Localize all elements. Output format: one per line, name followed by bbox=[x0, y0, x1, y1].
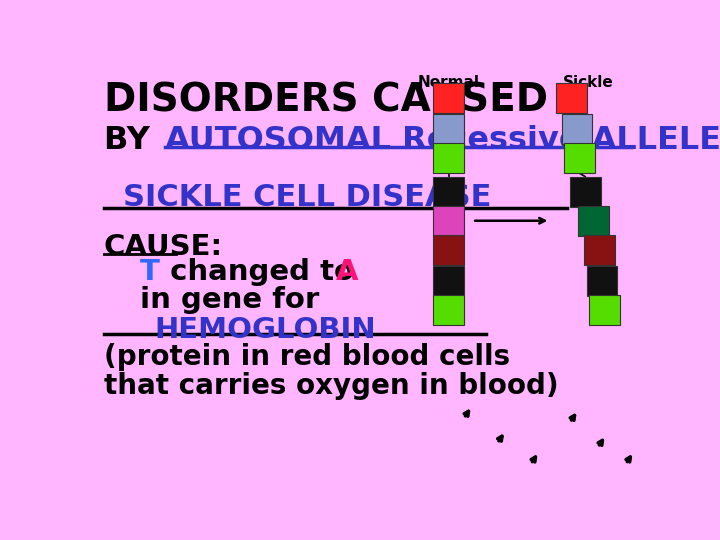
Bar bbox=[433, 235, 464, 265]
Text: SICKLE CELL DISEASE: SICKLE CELL DISEASE bbox=[124, 183, 492, 212]
Text: BY: BY bbox=[104, 125, 172, 156]
Text: AUTOSOMAL Recessive ALLELES: AUTOSOMAL Recessive ALLELES bbox=[166, 125, 720, 156]
Bar bbox=[562, 114, 593, 144]
Bar bbox=[556, 83, 587, 113]
Text: (protein in red blood cells: (protein in red blood cells bbox=[104, 343, 510, 372]
Bar bbox=[433, 266, 464, 296]
Bar bbox=[578, 206, 609, 235]
Bar bbox=[433, 114, 464, 144]
Bar bbox=[587, 266, 617, 296]
Bar bbox=[433, 144, 464, 173]
Bar bbox=[433, 177, 464, 207]
Text: CAUSE:: CAUSE: bbox=[104, 233, 223, 261]
Text: Sickle: Sickle bbox=[562, 75, 613, 90]
Bar bbox=[433, 206, 464, 235]
Text: HEMOGLOBIN: HEMOGLOBIN bbox=[154, 315, 376, 343]
Bar bbox=[564, 144, 595, 173]
Text: DISORDERS CAUSED: DISORDERS CAUSED bbox=[104, 82, 548, 119]
Text: that carries oxygen in blood): that carries oxygen in blood) bbox=[104, 372, 559, 400]
Bar bbox=[590, 295, 620, 325]
Bar bbox=[584, 235, 615, 265]
Text: T: T bbox=[140, 258, 160, 286]
Bar bbox=[433, 295, 464, 325]
Text: Normal: Normal bbox=[418, 75, 480, 90]
Text: A: A bbox=[336, 258, 358, 286]
Text: in gene for: in gene for bbox=[140, 286, 320, 314]
Bar bbox=[433, 83, 464, 113]
Text: changed to: changed to bbox=[160, 258, 364, 286]
Bar bbox=[570, 177, 600, 207]
